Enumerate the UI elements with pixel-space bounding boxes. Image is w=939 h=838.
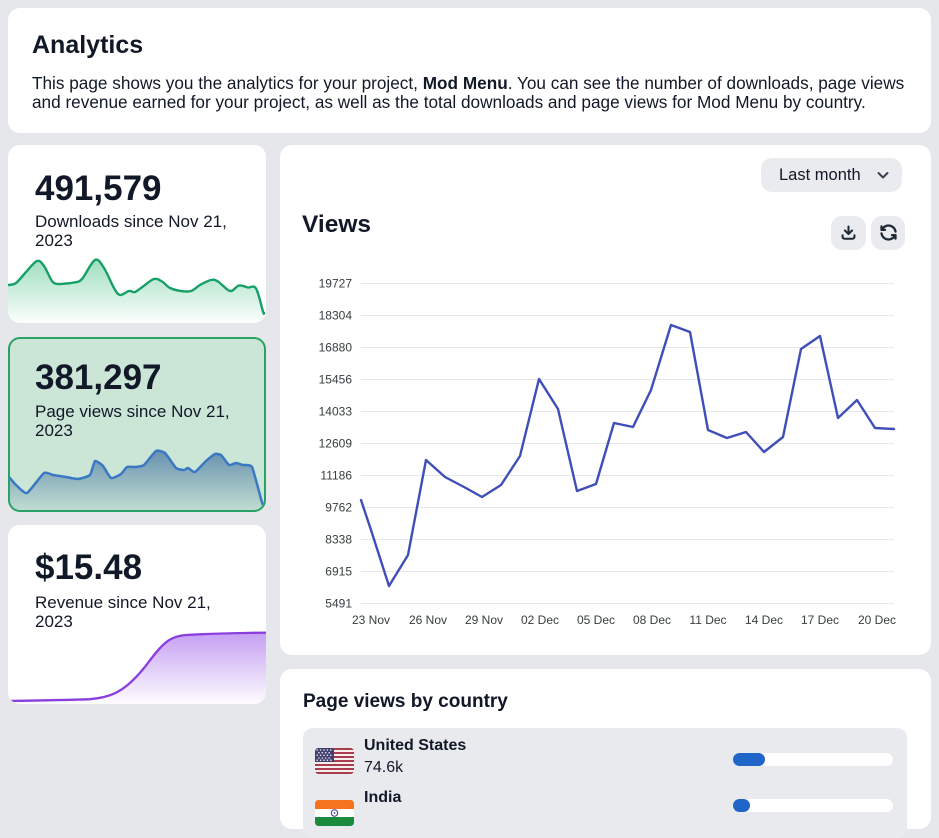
svg-text:11186: 11186 (320, 469, 352, 483)
svg-text:29 Nov: 29 Nov (465, 613, 503, 627)
svg-text:08 Dec: 08 Dec (633, 613, 671, 627)
svg-text:18304: 18304 (319, 309, 353, 323)
svg-text:11 Dec: 11 Dec (689, 613, 726, 627)
svg-text:14033: 14033 (319, 405, 353, 419)
svg-text:8338: 8338 (325, 533, 352, 547)
svg-text:17 Dec: 17 Dec (801, 613, 839, 627)
svg-text:12609: 12609 (319, 437, 353, 451)
svg-text:26 Nov: 26 Nov (409, 613, 447, 627)
svg-text:16880: 16880 (319, 341, 353, 355)
svg-text:02 Dec: 02 Dec (521, 613, 559, 627)
svg-text:9762: 9762 (325, 501, 352, 515)
svg-text:15456: 15456 (319, 373, 353, 387)
svg-text:20 Dec: 20 Dec (858, 613, 896, 627)
svg-text:19727: 19727 (319, 277, 353, 291)
svg-text:14 Dec: 14 Dec (745, 613, 783, 627)
svg-text:23 Nov: 23 Nov (352, 613, 390, 627)
svg-text:6915: 6915 (325, 565, 352, 579)
svg-text:05 Dec: 05 Dec (577, 613, 615, 627)
svg-text:5491: 5491 (325, 597, 352, 611)
